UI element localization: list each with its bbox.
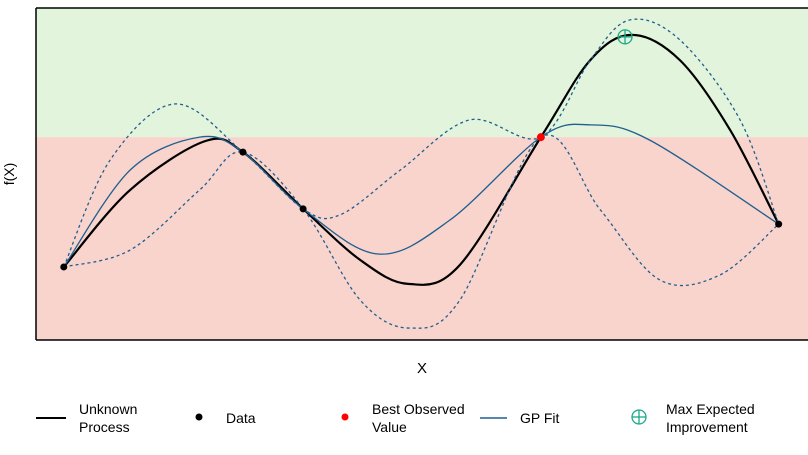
- legend-ei-label: Max Expected Improvement: [666, 401, 755, 435]
- gp-fit-line: [63, 123, 780, 268]
- legend-data-label: Data: [226, 410, 256, 426]
- legend-best-swatch: [341, 413, 349, 421]
- data-point: [775, 220, 783, 228]
- legend-unknown-label-1: Unknown Process: [79, 401, 137, 435]
- no-improvement-region: [36, 137, 808, 340]
- legend-gp-label: GP Fit: [520, 410, 560, 426]
- data-point: [239, 148, 247, 156]
- legend-best-label: Best Observed Value: [372, 401, 465, 435]
- max-expected-improvement-marker: [617, 29, 633, 45]
- gp-upper-bound-line: [63, 18, 780, 268]
- legend-data-swatch: [195, 413, 203, 421]
- improvement-region: [36, 8, 808, 138]
- unknown-process-line: [62, 33, 780, 286]
- data-point: [60, 263, 68, 271]
- y-axis-label: f(X): [1, 163, 17, 186]
- legend-ei-icon: [631, 409, 647, 425]
- legend: Unknown Process Data Best Observed Value G…: [36, 401, 755, 435]
- best-observed-point: [536, 133, 545, 142]
- data-point: [299, 205, 307, 213]
- x-axis-label: X: [417, 360, 427, 377]
- gp-lower-bound-line: [63, 134, 780, 329]
